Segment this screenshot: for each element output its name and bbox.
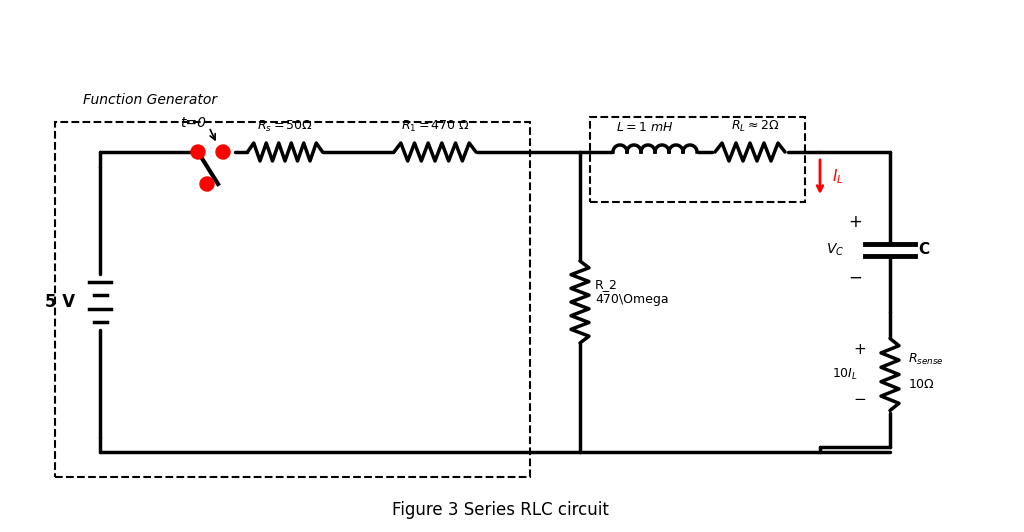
Text: −: −: [848, 269, 862, 287]
Text: $V_C$: $V_C$: [826, 242, 844, 257]
Circle shape: [191, 145, 205, 159]
Text: t=0: t=0: [180, 116, 206, 130]
Text: $R_1= 470\ \Omega$: $R_1= 470\ \Omega$: [400, 119, 469, 134]
Text: −: −: [854, 392, 866, 407]
Text: +: +: [848, 212, 862, 230]
Text: $10\Omega$: $10\Omega$: [908, 378, 935, 391]
Text: $I_L$: $I_L$: [831, 168, 844, 186]
Text: $10I_L$: $10I_L$: [833, 367, 858, 382]
Text: 5 V: 5 V: [45, 293, 75, 311]
Text: C: C: [918, 242, 929, 257]
Text: $R_L\approx 2\Omega$: $R_L\approx 2\Omega$: [731, 119, 779, 134]
Text: $R_{sense}$: $R_{sense}$: [908, 352, 944, 367]
Text: Function Generator: Function Generator: [83, 93, 217, 107]
Circle shape: [200, 177, 214, 191]
Text: $L=1\ mH$: $L=1\ mH$: [616, 121, 674, 134]
Text: $R_s = 50\Omega$: $R_s = 50\Omega$: [257, 119, 313, 134]
Circle shape: [216, 145, 230, 159]
Text: +: +: [854, 342, 866, 357]
Text: R_2
470\Omega: R_2 470\Omega: [595, 278, 669, 306]
Text: Figure 3 Series RLC circuit: Figure 3 Series RLC circuit: [391, 501, 608, 519]
